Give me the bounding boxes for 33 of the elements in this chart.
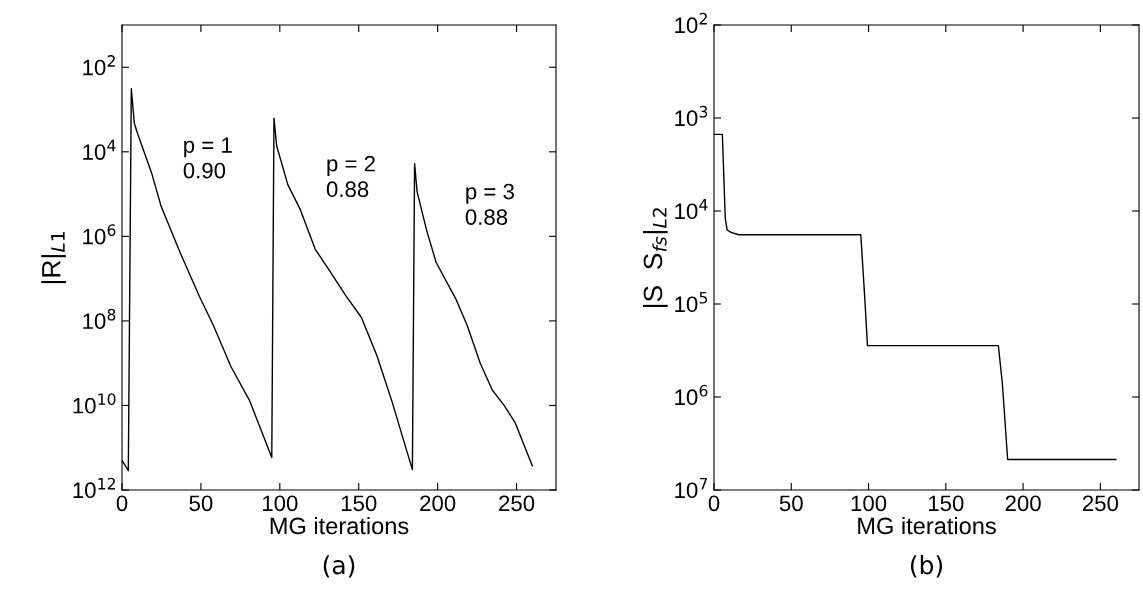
y-tick-label: 10$^{6}$ bbox=[675, 384, 708, 406]
annotation: p = 2 0.88 bbox=[326, 155, 375, 198]
y-tick-label: 10$^{7}$ bbox=[675, 478, 708, 499]
y-tick-label: 10$^{2}$ bbox=[675, 12, 707, 34]
annotation: p = 3 0.88 bbox=[465, 183, 514, 225]
y-tick-label: 10$^{5}$ bbox=[675, 292, 708, 313]
y-tick-label: 10$^{6}$ bbox=[83, 224, 116, 245]
x-tick-label: 50 bbox=[779, 495, 803, 512]
y-axis-title: |S S$_{fs}$|$_{L2}$ bbox=[642, 208, 668, 307]
x-tick-label: 250 bbox=[499, 495, 535, 512]
x-axis-title: MG iterations bbox=[270, 516, 409, 535]
x-tick-label: 150 bbox=[341, 495, 377, 512]
y-tick-label: 10$^{4}$ bbox=[83, 139, 116, 160]
annotation: p = 1 0.90 bbox=[183, 137, 232, 179]
y-tick-label: 10$^{2}$ bbox=[83, 55, 115, 76]
y-tick-label: 10$^{12}$ bbox=[73, 477, 115, 499]
y-axis-title: |R|$_{L1}$ bbox=[41, 232, 66, 284]
x-tick-label: 50 bbox=[189, 495, 213, 512]
y-tick-label: 10$^{10}$ bbox=[73, 393, 116, 414]
x-tick-label: 0 bbox=[708, 495, 720, 512]
y-tick-label: 10$^{4}$ bbox=[675, 199, 708, 220]
text: (b) bbox=[910, 555, 943, 578]
x-axis-title: MG iterations bbox=[858, 516, 996, 535]
x-tick-label: 150 bbox=[928, 495, 964, 512]
y-tick-label: 10$^{8}$ bbox=[83, 308, 116, 330]
text: (a) bbox=[323, 555, 355, 578]
x-tick-label: 200 bbox=[420, 495, 456, 512]
y-tick-label: 10$^{3}$ bbox=[675, 105, 708, 127]
x-tick-label: 200 bbox=[1005, 495, 1041, 512]
x-tick-label: 0 bbox=[116, 495, 128, 512]
x-tick-label: 100 bbox=[851, 495, 887, 512]
x-tick-label: 100 bbox=[262, 495, 298, 512]
x-tick-label: 250 bbox=[1082, 495, 1119, 512]
